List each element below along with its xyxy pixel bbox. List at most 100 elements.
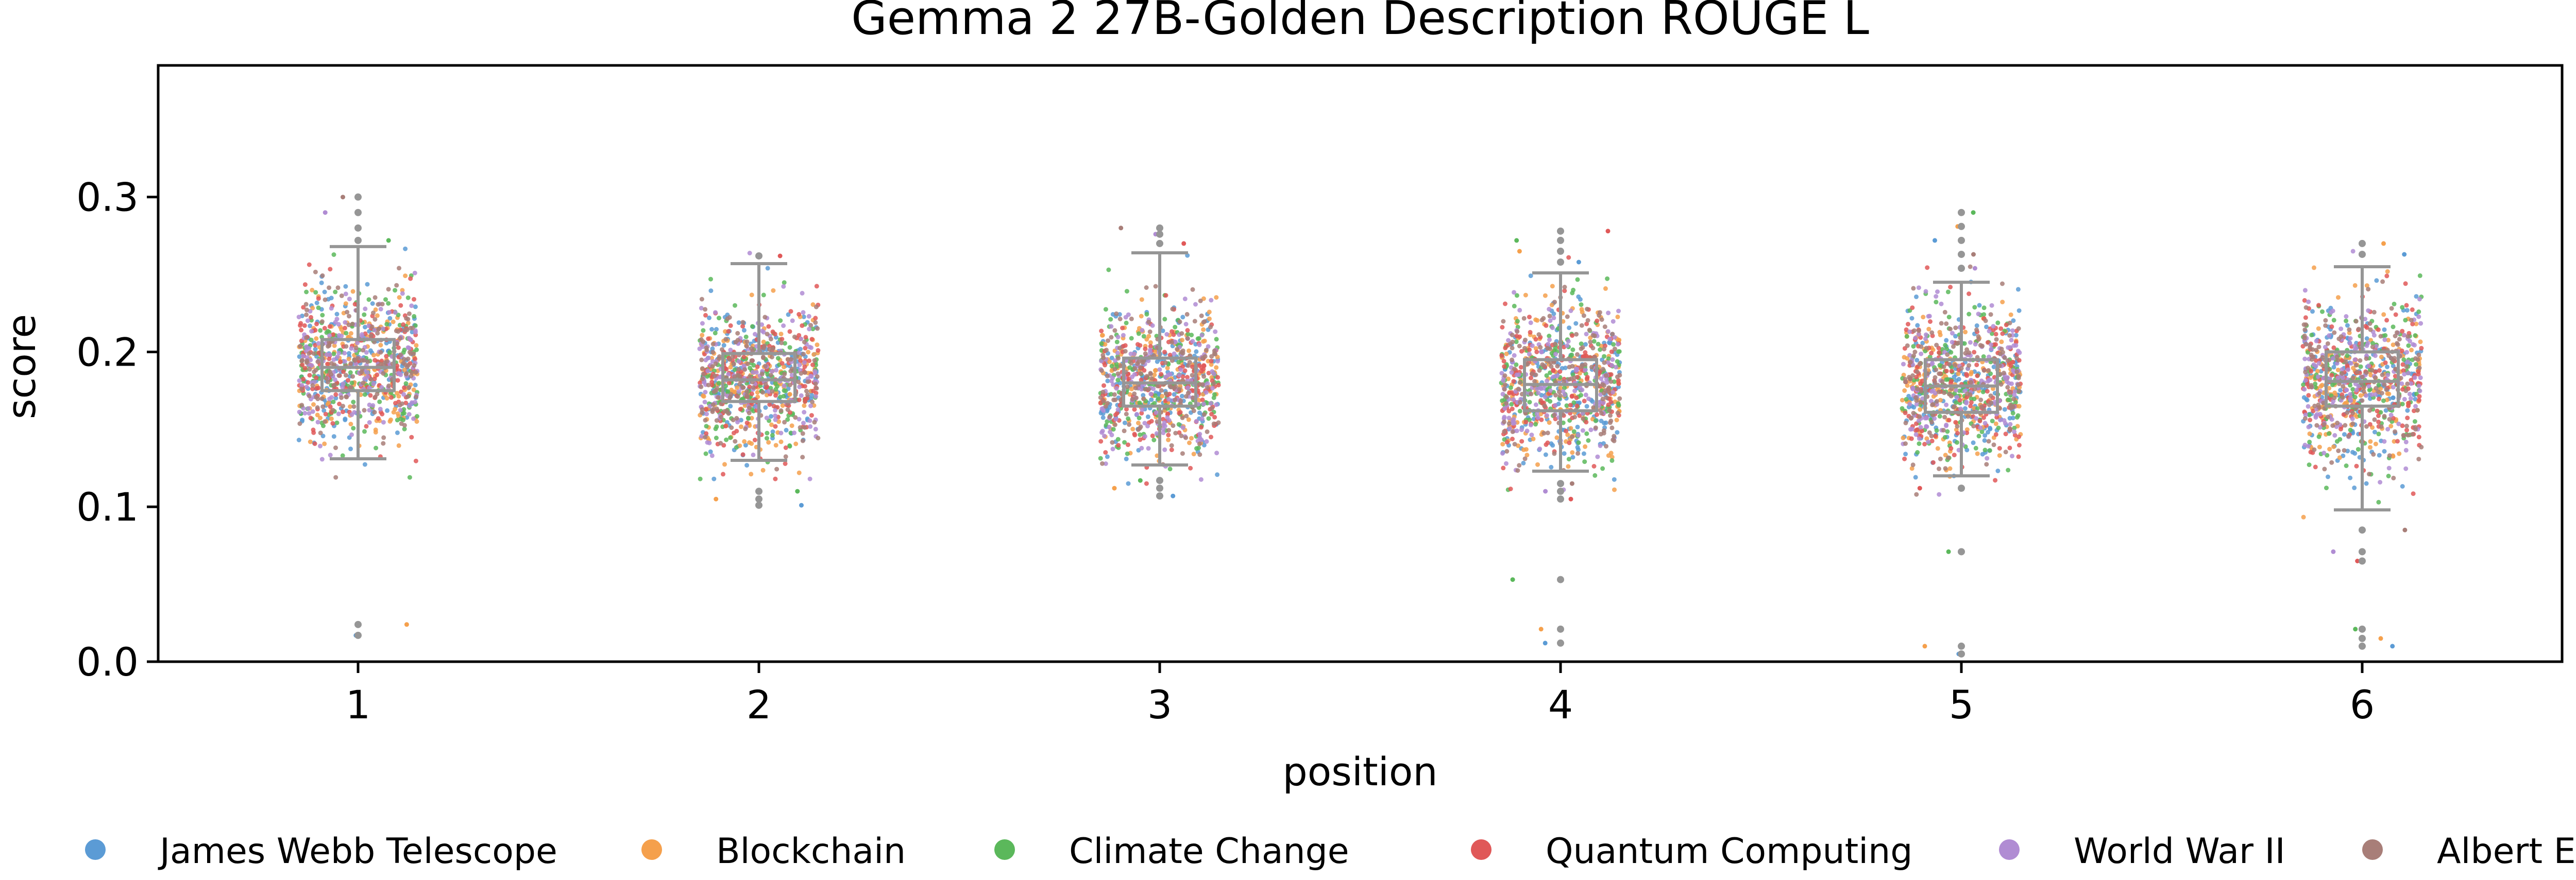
strip-point bbox=[1200, 382, 1205, 387]
strip-point bbox=[1109, 378, 1114, 384]
strip-point bbox=[725, 316, 730, 321]
strip-point bbox=[1183, 394, 1189, 399]
strip-point bbox=[1565, 314, 1570, 319]
strip-point bbox=[310, 287, 315, 292]
strip-point bbox=[803, 346, 808, 351]
strip-point bbox=[1967, 291, 1972, 296]
strip-point bbox=[1971, 252, 1976, 257]
strip-point bbox=[1930, 460, 1936, 465]
strip-point bbox=[1562, 288, 1567, 294]
strip-point bbox=[1562, 385, 1567, 390]
strip-point bbox=[304, 312, 309, 317]
strip-point bbox=[1595, 454, 1600, 459]
strip-point bbox=[709, 379, 715, 385]
strip-point bbox=[806, 314, 811, 319]
strip-point bbox=[751, 385, 756, 390]
strip-point bbox=[1162, 350, 1167, 355]
strip-point bbox=[814, 304, 819, 309]
strip-point bbox=[296, 438, 301, 442]
strip-point bbox=[1573, 321, 1579, 326]
strip-point bbox=[728, 392, 734, 397]
strip-point bbox=[2385, 391, 2390, 396]
strip-point bbox=[699, 337, 704, 342]
strip-point bbox=[413, 383, 418, 388]
strip-point bbox=[803, 396, 808, 402]
strip-point bbox=[1937, 466, 1941, 471]
strip-point bbox=[1934, 428, 1939, 433]
strip-point bbox=[378, 342, 383, 348]
strip-point bbox=[1213, 329, 1218, 334]
strip-point bbox=[2400, 484, 2405, 489]
strip-point bbox=[1611, 319, 1616, 324]
strip-point bbox=[1598, 347, 1603, 352]
strip-point bbox=[1506, 408, 1512, 413]
strip-point bbox=[1550, 443, 1555, 448]
strip-point bbox=[800, 290, 805, 296]
strip-point bbox=[1215, 472, 1220, 477]
strip-point bbox=[1601, 430, 1606, 436]
strip-point bbox=[348, 331, 353, 336]
strip-point bbox=[1615, 342, 1620, 347]
strip-point bbox=[1585, 318, 1590, 323]
strip-point bbox=[1166, 396, 1171, 402]
strip-point bbox=[316, 341, 321, 346]
strip-point bbox=[1945, 377, 1951, 382]
strip-point bbox=[313, 347, 318, 352]
strip-point bbox=[1981, 305, 1987, 310]
strip-point bbox=[1950, 331, 1955, 336]
strip-point bbox=[343, 284, 348, 289]
strip-point bbox=[1098, 439, 1104, 444]
strip-point bbox=[320, 404, 326, 409]
strip-point bbox=[815, 374, 820, 379]
strip-point bbox=[406, 385, 412, 390]
strip-point bbox=[2405, 408, 2410, 413]
strip-point bbox=[384, 322, 389, 327]
strip-point bbox=[1566, 457, 1571, 462]
strip-point bbox=[701, 394, 706, 399]
strip-point bbox=[1564, 428, 1569, 434]
strip-point bbox=[782, 280, 787, 285]
strip-point bbox=[1180, 338, 1184, 342]
strip-point bbox=[2013, 333, 2019, 338]
strip-point bbox=[739, 424, 743, 429]
strip-point bbox=[711, 476, 717, 481]
strip-point bbox=[331, 357, 336, 362]
strip-point bbox=[1905, 383, 1910, 388]
strip-point bbox=[1201, 442, 1207, 447]
strip-point bbox=[2414, 294, 2419, 299]
strip-point bbox=[1915, 323, 1920, 328]
strip-point bbox=[1214, 337, 1219, 342]
strip-point bbox=[710, 402, 716, 407]
strip-point bbox=[1550, 284, 1555, 289]
strip-point bbox=[718, 441, 723, 446]
strip-point bbox=[1533, 346, 1538, 351]
strip-point bbox=[1528, 330, 1533, 335]
strip-point bbox=[760, 390, 766, 395]
strip-point bbox=[807, 344, 812, 350]
strip-point bbox=[1136, 421, 1141, 425]
strip-point bbox=[1103, 342, 1108, 347]
strip-point bbox=[1515, 319, 1520, 324]
strip-point bbox=[1940, 379, 1945, 384]
strip-point bbox=[324, 376, 329, 381]
strip-point bbox=[811, 352, 817, 357]
strip-point bbox=[1149, 397, 1154, 402]
strip-point bbox=[1105, 378, 1110, 384]
strip-point bbox=[1918, 400, 1923, 405]
strip-point bbox=[2001, 350, 2005, 355]
strip-point bbox=[743, 443, 748, 448]
strip-point bbox=[1924, 424, 1929, 429]
chart-title: Gemma 2 27B-Golden Description ROUGE L bbox=[851, 0, 1869, 45]
strip-point bbox=[387, 316, 393, 321]
strip-point bbox=[1136, 331, 1141, 336]
strip-point bbox=[1562, 379, 1567, 384]
strip-point bbox=[1109, 364, 1114, 369]
strip-point bbox=[362, 312, 367, 317]
strip-point bbox=[1211, 421, 1216, 426]
strip-point bbox=[1531, 417, 1536, 421]
strip-point bbox=[706, 336, 711, 341]
strip-point bbox=[731, 430, 736, 436]
strip-point bbox=[1568, 403, 1573, 408]
strip-point bbox=[728, 348, 733, 353]
strip-point bbox=[1580, 309, 1585, 315]
